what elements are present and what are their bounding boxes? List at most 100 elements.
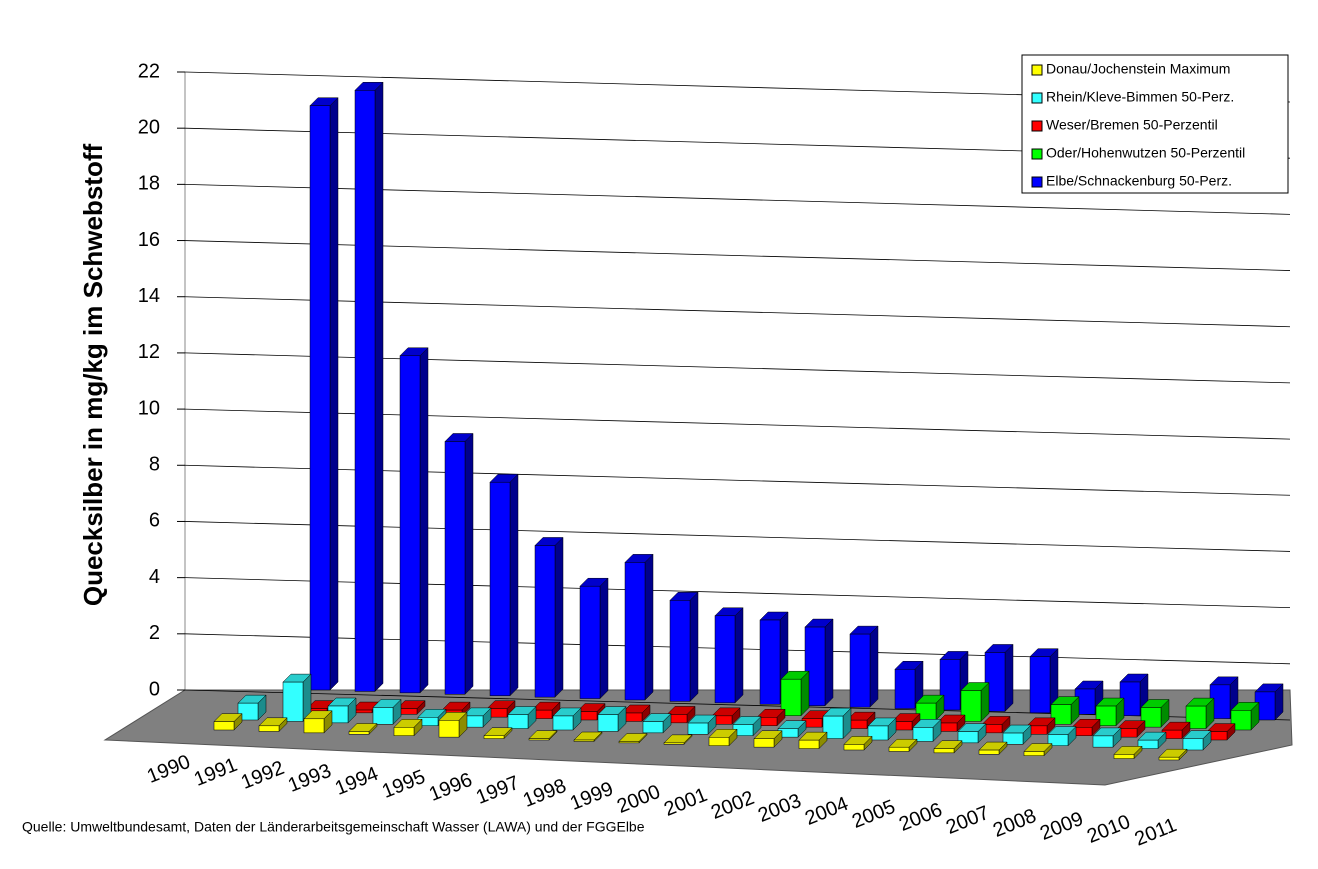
grid-line: [184, 408, 1291, 440]
bar: [1230, 710, 1252, 731]
x-tick-label: 1995: [379, 766, 429, 803]
bar: [753, 738, 775, 748]
y-tick-label: 2: [149, 622, 160, 644]
bar: [849, 633, 871, 708]
bar: [939, 659, 961, 711]
x-tick-label: 2007: [943, 802, 993, 839]
bar: [258, 725, 280, 732]
bar: [867, 725, 889, 741]
x-tick-label: 2004: [802, 793, 852, 830]
y-tick-label: 14: [138, 285, 160, 307]
bar: [1158, 756, 1180, 761]
bar: [354, 90, 376, 692]
x-tick-label: 1999: [567, 778, 617, 815]
bar-side: [599, 577, 609, 700]
bar: [282, 681, 304, 722]
bar: [669, 600, 691, 702]
series: [309, 81, 1284, 721]
bar: [978, 749, 1000, 755]
bar-side: [824, 618, 834, 707]
bar: [213, 721, 235, 731]
bar: [1023, 751, 1045, 756]
bar: [933, 748, 955, 754]
bar: [303, 718, 325, 734]
bar: [444, 441, 466, 695]
series: [237, 673, 1212, 751]
y-tick-label: 0: [149, 678, 160, 700]
bar: [1182, 738, 1204, 751]
y-tick-label: 12: [138, 341, 160, 363]
bar: [1113, 754, 1135, 759]
legend-swatch: [1031, 176, 1043, 188]
bar: [573, 739, 595, 742]
x-tick-label: 2009: [1037, 808, 1087, 845]
x-tick-label: 2008: [990, 805, 1040, 842]
bar: [438, 720, 460, 738]
bar: [534, 545, 556, 698]
x-tick-label: 1997: [473, 772, 523, 809]
grid-line: [184, 352, 1291, 384]
bar: [489, 481, 511, 696]
series: [213, 710, 1188, 761]
bar-side: [689, 591, 699, 703]
x-tick-label: 2001: [661, 784, 711, 821]
legend-label: Oder/Hohenwutzen 50-Perzentil: [1046, 145, 1245, 161]
source: Quelle: Umweltbundesamt, Daten der Lände…: [22, 819, 645, 835]
bar: [237, 702, 259, 721]
x-tick-label: 2011: [1132, 814, 1180, 851]
legend-label: Weser/Bremen 50-Perzentil: [1046, 117, 1218, 133]
legend-label: Donau/Jochenstein Maximum: [1046, 61, 1230, 77]
bar: [624, 562, 646, 701]
x-tick-label: 1991: [191, 754, 241, 791]
bar: [894, 668, 916, 709]
bar: [1140, 707, 1162, 728]
x-tick-label: 1992: [238, 757, 288, 794]
bar-side: [374, 81, 384, 693]
bar: [372, 707, 394, 725]
legend-label: Elbe/Schnackenburg 50-Perz.: [1046, 173, 1232, 189]
bar: [528, 738, 550, 741]
bar: [843, 744, 865, 751]
bar: [597, 714, 619, 732]
legend-swatch: [1031, 64, 1043, 76]
bar: [1092, 735, 1114, 748]
bar: [1002, 732, 1024, 745]
bar: [579, 585, 601, 699]
bar-side: [329, 97, 339, 691]
x-tick-label: 2003: [755, 790, 805, 827]
bar: [663, 742, 685, 745]
bar: [1185, 705, 1207, 729]
x-tick-label: 1996: [426, 769, 476, 806]
y-tick-label: 20: [138, 116, 160, 138]
bar-side: [419, 347, 429, 694]
series: [780, 670, 1260, 731]
bar-side: [464, 432, 474, 695]
x-tick-label: 2000: [614, 781, 664, 818]
bar: [483, 735, 505, 739]
bar: [714, 615, 736, 704]
bar: [1050, 704, 1072, 725]
y-tick-label: 22: [138, 60, 160, 82]
bar: [309, 105, 331, 691]
legend-swatch: [1031, 92, 1043, 104]
y-tick-label: 16: [138, 229, 160, 251]
y-tick-label: 4: [149, 566, 160, 588]
x-tick-label: 1990: [144, 751, 194, 788]
bar-side: [644, 553, 654, 701]
bar-side: [1004, 643, 1014, 713]
grid-line: [184, 521, 1291, 552]
bar: [804, 626, 826, 706]
bar: [618, 741, 640, 744]
bar: [1137, 739, 1159, 749]
x-tick-label: 2005: [849, 796, 899, 833]
bar-side: [509, 473, 519, 697]
x-tick-label: 1998: [520, 775, 570, 812]
bar: [888, 746, 910, 752]
bar: [984, 652, 1006, 712]
legend-label: Rhein/Kleve-Bimmen 50-Perz.: [1046, 89, 1234, 105]
legend-box: [1021, 54, 1289, 194]
bar: [687, 722, 709, 735]
bar: [1095, 705, 1117, 726]
grid-line: [184, 464, 1291, 496]
